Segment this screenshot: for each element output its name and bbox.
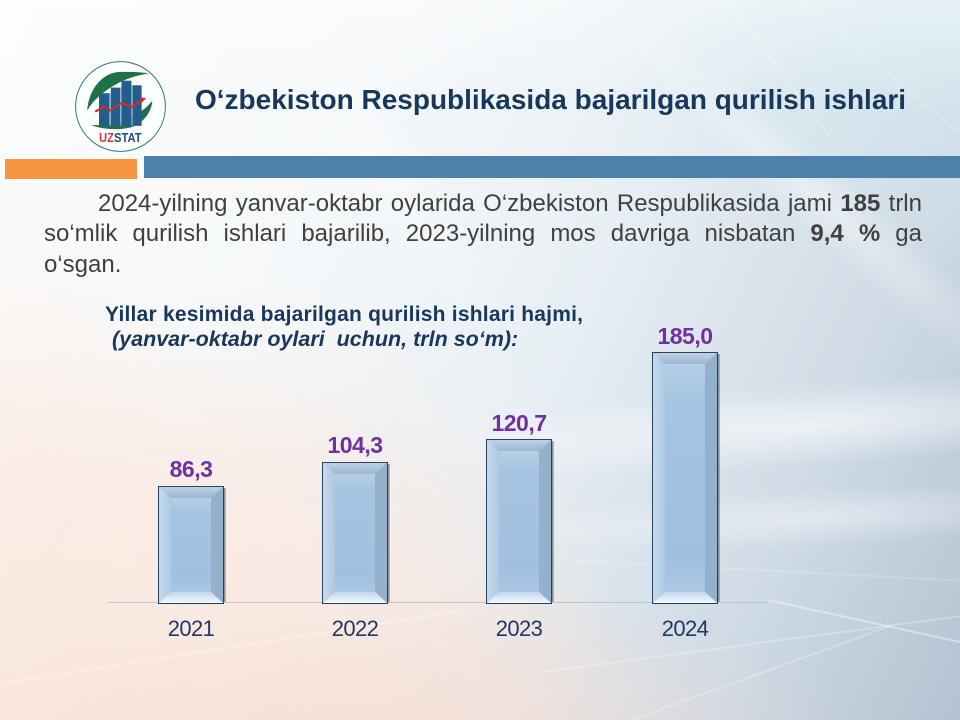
svg-text:UZSTAT: UZSTAT bbox=[99, 131, 142, 145]
